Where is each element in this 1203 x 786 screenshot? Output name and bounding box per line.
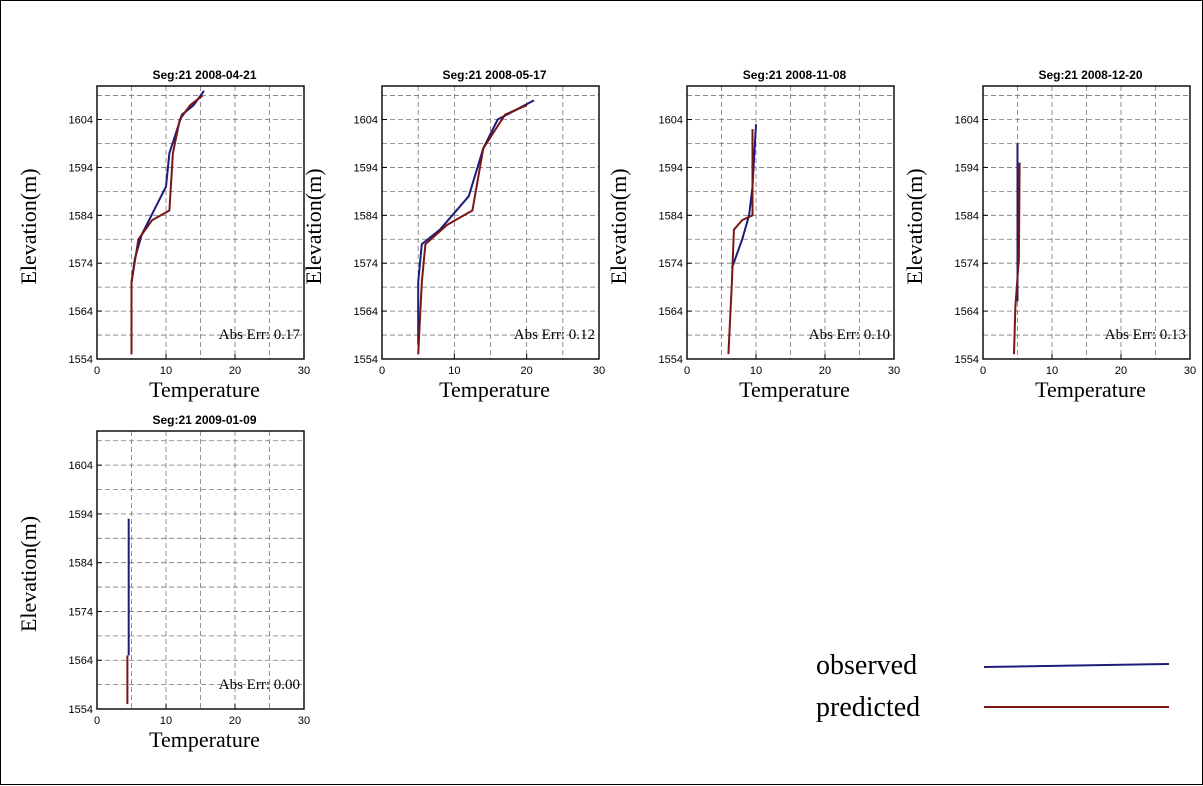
x-axis-label: Temperature [439, 377, 550, 402]
plot-frame [982, 85, 1191, 360]
y-tick-label: 1584 [69, 210, 93, 222]
y-axis-label: Elevation(m) [606, 168, 631, 284]
y-tick-label: 1574 [955, 258, 979, 270]
x-tick-label: 0 [379, 365, 385, 377]
y-axis-label: Elevation(m) [902, 168, 927, 284]
chart-panel-1: 0 10 20 30 1554 1564 1574 1584 1594 1604 Seg:21 20… [16, 68, 310, 402]
legend-label-observed: observed [816, 650, 917, 681]
y-tick-label: 1554 [69, 354, 93, 366]
y-axis-label: Elevation(m) [16, 516, 41, 632]
chart-panel-2: 0 10 20 30 1554 1564 1574 1584 1594 1604 Seg:21 20… [301, 68, 605, 402]
series-line-predicted [417, 104, 528, 355]
x-tick-label: 20 [229, 365, 241, 377]
x-tick-label: 30 [593, 365, 605, 377]
series-line-observed [417, 99, 535, 345]
series-line-predicted [1013, 162, 1021, 355]
chart-panel-5: 0 10 20 30 1554 1564 1574 1584 1594 1604 Seg:21 20… [16, 413, 310, 752]
y-tick-label: 1574 [69, 258, 93, 270]
y-tick-label: 1554 [69, 704, 93, 716]
y-tick-label: 1564 [955, 306, 979, 318]
plot-frame [686, 85, 895, 360]
series-line-observed [730, 124, 757, 269]
series-line-predicted [130, 94, 204, 355]
legend-label-predicted: predicted [816, 692, 920, 723]
y-tick-label: 1564 [69, 306, 93, 318]
y-tick-label: 1554 [354, 354, 378, 366]
y-tick-label: 1564 [354, 306, 378, 318]
x-axis-label: Temperature [739, 377, 850, 402]
x-tick-label: 20 [229, 715, 241, 727]
y-tick-label: 1564 [659, 306, 683, 318]
x-tick-label: 20 [819, 365, 831, 377]
abs-err-annotation: Abs Err: 0.12 [514, 327, 595, 343]
x-tick-label: 30 [298, 365, 310, 377]
y-tick-label: 1574 [69, 606, 93, 618]
y-axis-label: Elevation(m) [301, 168, 326, 284]
x-tick-label: 30 [1184, 365, 1196, 377]
y-tick-label: 1604 [69, 460, 93, 472]
y-tick-label: 1594 [354, 162, 378, 174]
abs-err-annotation: Abs Err: 0.13 [1105, 327, 1186, 343]
series-line-predicted [727, 129, 754, 355]
x-tick-label: 0 [980, 365, 986, 377]
x-tick-label: 0 [94, 365, 100, 377]
legend-swatch-observed [983, 663, 1170, 668]
x-tick-label: 20 [1115, 365, 1127, 377]
x-tick-label: 30 [888, 365, 900, 377]
y-tick-label: 1584 [69, 558, 93, 570]
y-tick-label: 1574 [659, 258, 683, 270]
x-axis-label: Temperature [149, 727, 260, 752]
x-tick-label: 20 [521, 365, 533, 377]
x-tick-label: 30 [298, 715, 310, 727]
plot-frame [96, 430, 305, 710]
y-tick-label: 1604 [955, 115, 979, 127]
y-tick-label: 1594 [69, 162, 93, 174]
y-tick-label: 1604 [69, 115, 93, 127]
y-tick-label: 1604 [354, 115, 378, 127]
panel-title: Seg:21 2008-12-20 [1038, 68, 1142, 82]
x-tick-label: 10 [160, 365, 172, 377]
x-tick-label: 0 [94, 715, 100, 727]
y-tick-label: 1594 [955, 162, 979, 174]
abs-err-annotation: Abs Err: 0.00 [219, 677, 300, 693]
abs-err-annotation: Abs Err: 0.10 [809, 327, 890, 343]
y-tick-label: 1584 [354, 210, 378, 222]
x-tick-label: 10 [1046, 365, 1058, 377]
panel-title: Seg:21 2009-01-09 [152, 413, 256, 427]
y-tick-label: 1584 [955, 210, 979, 222]
y-tick-label: 1604 [659, 115, 683, 127]
chart-panel-4: 0 10 20 30 1554 1564 1574 1584 1594 1604 Seg:21 20… [902, 68, 1196, 402]
plot-frame [96, 85, 305, 360]
panel-title: Seg:21 2008-05-17 [442, 68, 546, 82]
y-tick-label: 1584 [659, 210, 683, 222]
plot-frame [381, 85, 600, 360]
x-tick-label: 10 [160, 715, 172, 727]
y-axis-label: Elevation(m) [16, 168, 41, 284]
y-tick-label: 1574 [354, 258, 378, 270]
x-axis-label: Temperature [149, 377, 260, 402]
y-tick-label: 1564 [69, 655, 93, 667]
legend: observed predicted [816, 650, 1170, 723]
panel-title: Seg:21 2008-04-21 [152, 68, 256, 82]
x-tick-label: 0 [684, 365, 690, 377]
x-tick-label: 10 [750, 365, 762, 377]
y-tick-label: 1554 [955, 354, 979, 366]
abs-err-annotation: Abs Err: 0.17 [219, 327, 301, 343]
x-tick-label: 10 [448, 365, 460, 377]
panels-group: 0 10 20 30 1554 1564 1574 1584 1594 1604 Seg:21 20… [16, 68, 1196, 752]
x-axis-label: Temperature [1035, 377, 1146, 402]
panel-title: Seg:21 2008-11-08 [743, 68, 847, 82]
y-tick-label: 1594 [69, 509, 93, 521]
chart-panel-3: 0 10 20 30 1554 1564 1574 1584 1594 1604 Seg:21 20… [606, 68, 900, 402]
y-tick-label: 1554 [659, 354, 683, 366]
y-tick-label: 1594 [659, 162, 683, 174]
